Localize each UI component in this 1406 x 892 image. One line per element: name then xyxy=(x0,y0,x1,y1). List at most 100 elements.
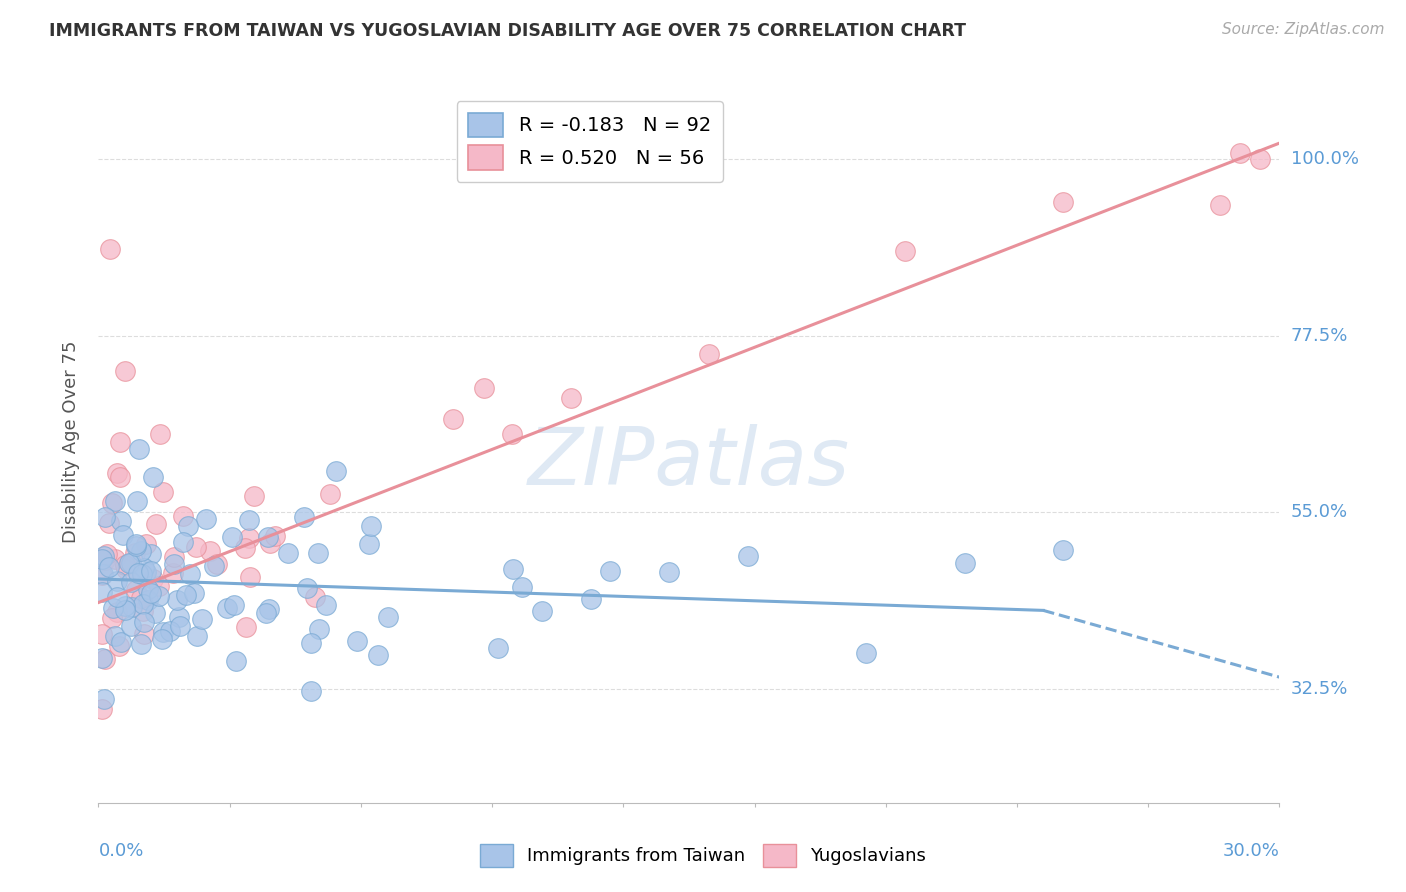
Point xyxy=(169,619,191,633)
Point xyxy=(501,426,523,441)
Point xyxy=(107,591,129,605)
Point xyxy=(167,609,190,624)
Point xyxy=(149,426,172,441)
Point xyxy=(172,508,194,523)
Point xyxy=(166,592,188,607)
Point xyxy=(222,598,245,612)
Point xyxy=(599,564,621,578)
Point xyxy=(121,600,143,615)
Point xyxy=(152,625,174,640)
Point xyxy=(502,562,524,576)
Point xyxy=(125,537,148,551)
Point xyxy=(91,568,114,582)
Point xyxy=(94,652,117,666)
Point xyxy=(91,567,114,582)
Point xyxy=(299,635,322,649)
Point xyxy=(357,537,380,551)
Point xyxy=(110,635,132,649)
Point xyxy=(91,627,114,641)
Point xyxy=(377,610,399,624)
Point xyxy=(104,493,127,508)
Point xyxy=(125,583,148,598)
Point xyxy=(142,572,165,586)
Point xyxy=(308,622,330,636)
Point xyxy=(579,591,602,606)
Point xyxy=(221,530,243,544)
Text: ZIPatlas: ZIPatlas xyxy=(527,425,851,502)
Point xyxy=(114,599,136,614)
Text: 0.0%: 0.0% xyxy=(98,842,143,860)
Point xyxy=(225,654,247,668)
Point xyxy=(139,586,162,600)
Point xyxy=(124,547,146,561)
Point xyxy=(530,604,553,618)
Point xyxy=(111,528,134,542)
Point xyxy=(98,516,121,530)
Point xyxy=(304,590,326,604)
Text: IMMIGRANTS FROM TAIWAN VS YUGOSLAVIAN DISABILITY AGE OVER 75 CORRELATION CHART: IMMIGRANTS FROM TAIWAN VS YUGOSLAVIAN DI… xyxy=(49,22,966,40)
Point xyxy=(238,532,260,546)
Point xyxy=(152,485,174,500)
Y-axis label: Disability Age Over 75: Disability Age Over 75 xyxy=(62,340,80,543)
Point xyxy=(855,646,877,660)
Point xyxy=(108,470,131,484)
Text: 55.0%: 55.0% xyxy=(1291,503,1348,521)
Point xyxy=(132,569,155,583)
Point xyxy=(105,574,128,588)
Point xyxy=(127,494,149,508)
Point xyxy=(346,634,368,648)
Point xyxy=(134,560,156,574)
Point xyxy=(737,549,759,564)
Point xyxy=(120,575,142,590)
Point xyxy=(367,648,389,662)
Text: 100.0%: 100.0% xyxy=(1291,150,1358,168)
Point xyxy=(257,530,280,544)
Text: 30.0%: 30.0% xyxy=(1223,842,1279,860)
Point xyxy=(91,701,114,715)
Point xyxy=(97,559,120,574)
Point xyxy=(114,603,136,617)
Point xyxy=(101,600,124,615)
Point xyxy=(104,552,127,566)
Point xyxy=(1229,146,1251,161)
Point xyxy=(235,620,257,634)
Point xyxy=(277,546,299,560)
Point xyxy=(125,540,148,554)
Point xyxy=(360,519,382,533)
Point xyxy=(159,624,181,638)
Point xyxy=(894,244,917,259)
Point xyxy=(136,582,159,596)
Point xyxy=(658,565,681,579)
Point xyxy=(162,566,184,580)
Point xyxy=(135,537,157,551)
Point xyxy=(108,639,131,653)
Point xyxy=(257,602,280,616)
Point xyxy=(94,510,117,524)
Point xyxy=(217,601,239,615)
Point xyxy=(235,541,257,556)
Point xyxy=(110,515,132,529)
Point xyxy=(132,597,155,611)
Point xyxy=(179,567,201,582)
Point xyxy=(242,489,264,503)
Point xyxy=(108,434,131,449)
Point xyxy=(177,519,200,533)
Point xyxy=(953,556,976,570)
Legend: Immigrants from Taiwan, Yugoslavians: Immigrants from Taiwan, Yugoslavians xyxy=(472,837,934,874)
Point xyxy=(101,611,124,625)
Text: Source: ZipAtlas.com: Source: ZipAtlas.com xyxy=(1222,22,1385,37)
Point xyxy=(318,487,340,501)
Point xyxy=(105,605,128,619)
Point xyxy=(114,364,136,378)
Point xyxy=(129,637,152,651)
Point xyxy=(127,566,149,581)
Point xyxy=(107,466,129,480)
Point xyxy=(115,561,138,575)
Point xyxy=(163,549,186,564)
Text: 32.5%: 32.5% xyxy=(1291,680,1348,698)
Point xyxy=(131,567,153,582)
Point xyxy=(307,546,329,560)
Point xyxy=(143,606,166,620)
Point xyxy=(299,684,322,698)
Point xyxy=(472,381,495,395)
